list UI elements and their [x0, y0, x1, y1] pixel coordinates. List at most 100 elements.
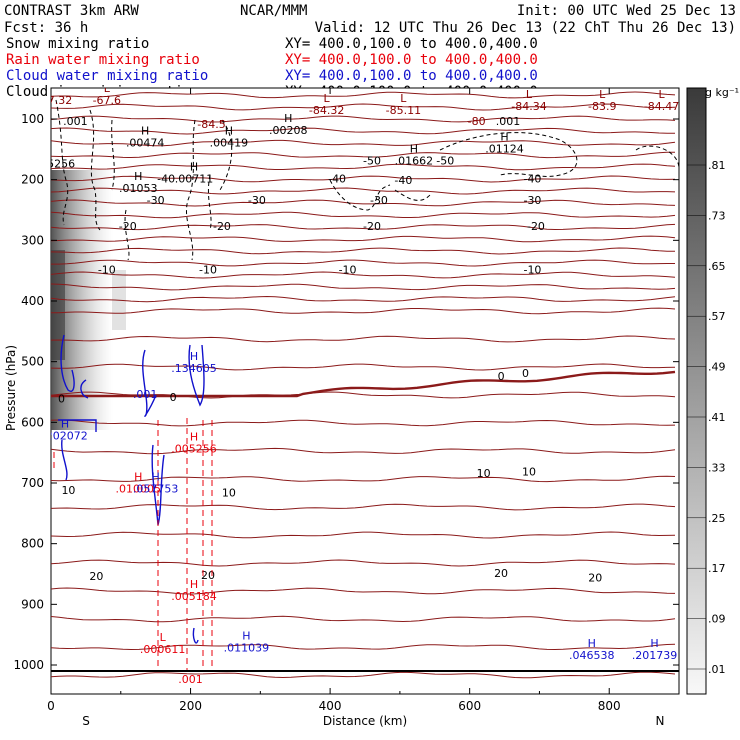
extremum-label: H.00419 [210, 124, 249, 149]
extremum-label: H.00474 [126, 124, 165, 149]
colorbar-label: .09 [708, 613, 726, 626]
colorbar-label: .49 [708, 361, 726, 374]
extremum-value: .001 [133, 388, 158, 401]
extremum-mark: H [410, 143, 418, 156]
colorbar-label: .57 [708, 310, 726, 323]
extremum-value: .010005 [115, 483, 161, 496]
temperature-label: 0 [170, 391, 177, 404]
extremum-label: H.010005 [115, 471, 161, 496]
extremum-label: H.00208 [269, 112, 308, 137]
extremum-mark: H [134, 471, 142, 484]
extremum-value: .005256 [171, 443, 217, 456]
extremum-mark: L [160, 631, 167, 644]
extremum-value: .01662 [395, 155, 434, 168]
extremum-label: -7.32 [51, 94, 72, 107]
legend-label: Rain water mixing ratio [6, 52, 200, 68]
isotherm-line [51, 127, 675, 135]
extremum-label: L-84.34 [511, 88, 546, 113]
colorbar-label: .73 [708, 209, 726, 222]
isotherm-line [51, 671, 676, 679]
isotherm-line [51, 259, 675, 267]
isotherm-line [51, 115, 676, 123]
extremum-value: .01053 [119, 182, 158, 195]
extremum-label: H.046538 [569, 637, 615, 662]
extremum-value: .01124 [485, 142, 524, 155]
extremum-value: .057753 [133, 483, 179, 496]
extremum-mark: H [588, 637, 596, 650]
temperature-label: 10 [61, 484, 75, 497]
y-tick-label: 800 [21, 537, 44, 551]
extremum-value: .001 [63, 115, 88, 128]
extremum-label: H.201739 [632, 637, 678, 662]
isotherm-line [51, 363, 676, 371]
legend-label: Snow mixing ratio [6, 36, 149, 52]
temperature-label: -20 [527, 220, 545, 233]
extremum-label: .5256 [44, 158, 76, 171]
temperature-label: 20 [494, 567, 508, 580]
temperature-label: -30 [248, 194, 266, 207]
isotherm-line [51, 531, 676, 539]
extremum-mark: L [104, 82, 111, 95]
colorbar-label: .41 [708, 411, 726, 424]
temperature-label: -20 [119, 220, 137, 233]
extremum-value: -84.5 [197, 118, 225, 131]
y-tick-label: 400 [21, 294, 44, 308]
temperature-label: 10 [222, 486, 236, 499]
colorbar-label: .17 [708, 562, 726, 575]
isotherm-line [51, 139, 676, 147]
extremum-value: -84.47 [644, 100, 679, 113]
extremum-label: .001 [496, 115, 521, 128]
header-valid: Valid: 12 UTC Thu 26 Dec 13 (22 ChT Thu … [315, 20, 736, 36]
extremum-value: .001 [178, 673, 203, 686]
extremum-mark: H [190, 578, 198, 591]
extremum-label: L-67.6 [93, 82, 121, 107]
extremum-value: .046538 [569, 649, 615, 662]
legend-label: Cloud water mixing ratio [6, 68, 208, 84]
extremum-label: L-83.9 [588, 88, 616, 113]
temperature-label: -40 [157, 173, 175, 186]
extremum-mark: H [190, 161, 198, 174]
y-tick-label: 300 [21, 233, 44, 247]
extremum-mark: H [242, 630, 250, 643]
isotherm-line [51, 175, 676, 183]
colorbar-label: .65 [708, 260, 726, 273]
isotherm-line [51, 163, 676, 171]
extremum-label: H.005184 [171, 578, 217, 603]
temperature-label: 20 [588, 571, 602, 584]
colorbar-label: .81 [708, 159, 726, 172]
y-tick-label: 700 [21, 476, 44, 490]
extremum-mark: H [190, 350, 198, 363]
temperature-label: 0 [522, 367, 529, 380]
extremum-label: H.00711 [175, 161, 214, 186]
isotherm-line [51, 391, 676, 399]
extremum-label: H.01662 [395, 143, 434, 168]
extrema-labels: L-67.6-84.5L-84.32L-85.11L-84.34L-83.9L-… [44, 82, 679, 686]
colorbar-scale [686, 87, 707, 695]
extremum-value: .005184 [171, 590, 217, 603]
x-tick-label: 200 [179, 699, 202, 713]
header-model: CONTRAST 3km ARW [4, 3, 139, 19]
isotherm-line [51, 211, 676, 219]
isotherm-line [51, 615, 676, 623]
extremum-value: -84.32 [309, 104, 344, 117]
extremum-mark: H [190, 431, 198, 444]
isotherm-line [51, 559, 676, 567]
y-tick-label: 200 [21, 173, 44, 187]
y-tick-label: 100 [21, 112, 44, 126]
plot-content: -50 -50 -40 -40 -40 -40 -30 -30 -30 -30 -20 -20 -20 -… [44, 82, 679, 686]
extremum-mark: H [225, 124, 233, 137]
extremum-mark: H [134, 170, 142, 183]
chart-header: CONTRAST 3km ARW Fcst: 36 h NCAR/MMM Ini… [4, 3, 736, 36]
extremum-value: .00474 [126, 136, 165, 149]
extremum-value: .001 [496, 115, 521, 128]
isotherm-line [51, 151, 675, 159]
extremum-value: .5256 [44, 158, 76, 171]
x-tick-label: 800 [598, 699, 621, 713]
isotherm-line [51, 307, 676, 315]
snow-contours [55, 99, 679, 261]
endpoint-south: S [82, 714, 90, 728]
extremum-mark: L [324, 92, 331, 105]
x-tick-label: 0 [47, 699, 55, 713]
y-tick-label: 500 [21, 355, 44, 369]
